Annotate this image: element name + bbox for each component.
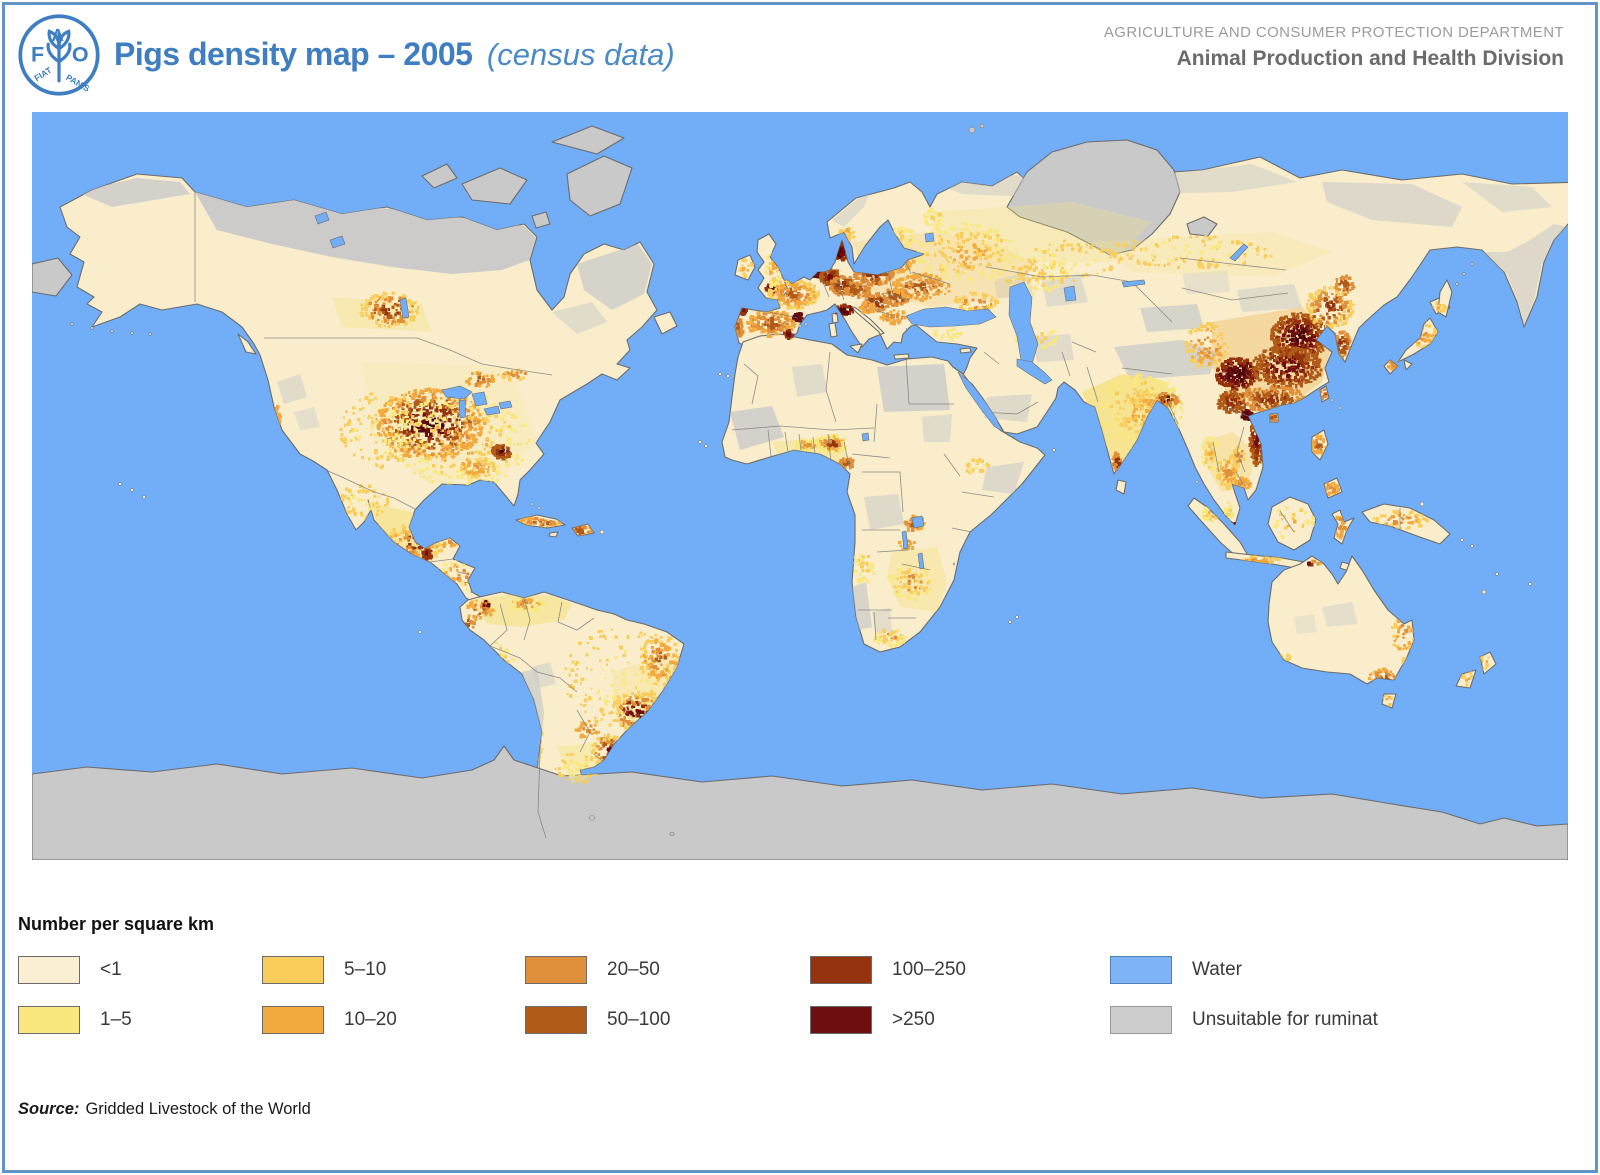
title-main: Pigs density map – 2005 bbox=[114, 36, 473, 72]
legend-label: Water bbox=[1192, 959, 1242, 980]
legend-swatch bbox=[262, 956, 324, 984]
legend-item: 5–10 bbox=[262, 956, 397, 984]
source-line: Source: Gridded Livestock of the World bbox=[18, 1100, 311, 1119]
world-map-image bbox=[31, 112, 1589, 861]
logo-letter-o: O bbox=[72, 42, 89, 66]
legend-swatch bbox=[810, 1006, 872, 1034]
fao-logo-icon: F A O FIAT PANIS bbox=[18, 14, 100, 96]
department-block: AGRICULTURE AND CONSUMER PROTECTION DEPA… bbox=[1104, 24, 1564, 71]
legend-swatch bbox=[810, 956, 872, 984]
logo-letter-a: A bbox=[51, 25, 63, 45]
legend-column: Water Unsuitable for ruminat bbox=[1110, 956, 1378, 1056]
legend-item: >250 bbox=[810, 1006, 966, 1034]
legend-column: 20–50 50–100 bbox=[525, 956, 670, 1056]
lake-layer bbox=[314, 211, 1249, 570]
legend-item: Unsuitable for ruminat bbox=[1110, 1006, 1378, 1034]
legend-column: <1 1–5 bbox=[18, 956, 132, 1056]
map-svg bbox=[31, 112, 1589, 861]
legend-item: 20–50 bbox=[525, 956, 670, 984]
legend-item: 1–5 bbox=[18, 1006, 132, 1034]
legend-swatch bbox=[1110, 1006, 1172, 1034]
legend-swatch bbox=[18, 956, 80, 984]
title-subtitle: (census data) bbox=[486, 37, 675, 72]
source-label: Source: bbox=[18, 1100, 80, 1118]
legend-column: 5–10 10–20 bbox=[262, 956, 397, 1056]
legend-item: <1 bbox=[18, 956, 132, 984]
division-name: Animal Production and Health Division bbox=[1176, 47, 1564, 70]
legend-label: >250 bbox=[892, 1009, 935, 1030]
legend-label: 5–10 bbox=[344, 959, 387, 980]
legend-label: 50–100 bbox=[607, 1009, 671, 1030]
legend-swatch bbox=[1110, 956, 1172, 984]
legend-label: 1–5 bbox=[100, 1009, 132, 1030]
legend-swatch bbox=[525, 1006, 587, 1034]
legend-label: 10–20 bbox=[344, 1009, 397, 1030]
department-name: AGRICULTURE AND CONSUMER PROTECTION DEPA… bbox=[1103, 24, 1564, 41]
logo-letter-f: F bbox=[31, 42, 44, 66]
legend-label: <1 bbox=[100, 959, 122, 980]
legend-swatch bbox=[262, 1006, 324, 1034]
small-island-layer bbox=[70, 123, 1532, 837]
legend-label: 100–250 bbox=[892, 959, 966, 980]
legend-item: 100–250 bbox=[810, 956, 966, 984]
legend-swatch bbox=[18, 1006, 80, 1034]
legend-item: 10–20 bbox=[262, 1006, 397, 1034]
page-title: Pigs density map – 2005 (census data) bbox=[114, 36, 675, 73]
logo-motto-fiat: FIAT bbox=[32, 65, 54, 84]
legend-label: 20–50 bbox=[607, 959, 660, 980]
source-text: Gridded Livestock of the World bbox=[85, 1100, 311, 1118]
legend: <1 1–5 5–10 10–20 20–50 50–100 100–250 >250 Wate… bbox=[0, 956, 1600, 1046]
legend-item: Water bbox=[1110, 956, 1378, 984]
legend-swatch bbox=[525, 956, 587, 984]
legend-column: 100–250 >250 bbox=[810, 956, 966, 1056]
legend-title: Number per square km bbox=[18, 914, 215, 934]
legend-label: Unsuitable for ruminat bbox=[1192, 1009, 1378, 1030]
legend-item: 50–100 bbox=[525, 1006, 670, 1034]
